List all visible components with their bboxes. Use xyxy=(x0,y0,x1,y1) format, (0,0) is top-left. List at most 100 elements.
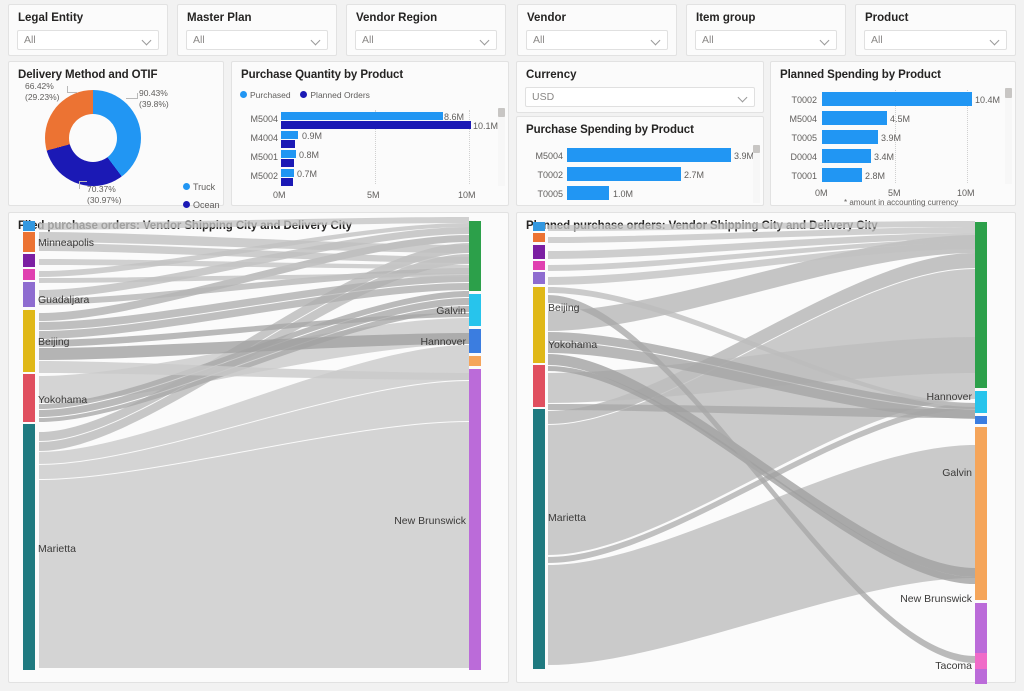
donut-legend-item-truck[interactable]: Truck xyxy=(183,182,215,192)
bar-purchased[interactable] xyxy=(281,169,294,177)
gridline xyxy=(967,90,968,183)
bar-planned[interactable] xyxy=(281,140,295,148)
pq-legend-item-purchased[interactable]: Purchased xyxy=(240,90,293,100)
sankey-label-yokohama: Yokohama xyxy=(38,394,87,406)
bar-planned-spending[interactable] xyxy=(822,130,878,144)
donut-label-truck: 90.43% (39.8%) xyxy=(139,88,169,110)
chevron-down-icon[interactable] xyxy=(821,37,830,46)
chevron-down-icon[interactable] xyxy=(312,37,321,46)
chart-annotation: * amount in accounting currency xyxy=(844,198,959,207)
category-label: T0005 xyxy=(791,133,817,143)
slicer-label: Legal Entity xyxy=(18,12,84,24)
slicer-master-plan[interactable]: Master Plan All xyxy=(177,4,337,56)
slicer-vendor-region[interactable]: Vendor Region All xyxy=(346,4,506,56)
category-label: T0002 xyxy=(791,95,817,105)
axis-tick: 0M xyxy=(815,188,828,198)
vertical-scrollbar[interactable] xyxy=(1005,88,1012,184)
sankey-label-yokohama: Yokohama xyxy=(548,339,597,351)
slicer-dropdown[interactable]: All xyxy=(186,30,328,50)
sankey-label-galvin: Galvin xyxy=(436,305,466,317)
sankey-target-nodes[interactable] xyxy=(469,221,481,670)
category-label: M5004 xyxy=(789,114,817,124)
legend-label: Truck xyxy=(193,182,216,192)
donut-label-ocean: 70.37% (30.97%) xyxy=(87,184,122,206)
bar-purchased[interactable] xyxy=(281,131,298,139)
vertical-scrollbar[interactable] xyxy=(498,108,505,186)
chevron-down-icon[interactable] xyxy=(652,37,661,46)
bar-spending[interactable] xyxy=(567,167,681,181)
sankey-label-beijing: Beijing xyxy=(548,302,580,314)
donut-label-pct: 70.37% xyxy=(87,184,116,194)
slicer-value: All xyxy=(193,34,205,46)
card-title: Planned Spending by Product xyxy=(780,69,941,81)
pq-legend-item-planned[interactable]: Planned Orders xyxy=(300,90,370,100)
bar-planned-spending[interactable] xyxy=(822,92,972,106)
sankey-label-guadaljara: Guadaljara xyxy=(38,294,90,306)
sankey-diagram-left[interactable]: Minneapolis Guadaljara Beijing Yokohama … xyxy=(9,213,510,684)
leader-line xyxy=(67,86,77,93)
slicer-dropdown[interactable]: All xyxy=(695,30,837,50)
scrollbar-thumb[interactable] xyxy=(753,145,760,153)
slicer-item-group[interactable]: Item group All xyxy=(686,4,846,56)
bar-planned[interactable] xyxy=(281,178,293,186)
chevron-down-icon[interactable] xyxy=(991,37,1000,46)
slicer-vendor[interactable]: Vendor All xyxy=(517,4,677,56)
slicer-value: All xyxy=(533,34,545,46)
slicer-dropdown[interactable]: All xyxy=(17,30,159,50)
vertical-scrollbar[interactable] xyxy=(753,145,760,203)
sankey-label-new-brunswick: New Brunswick xyxy=(900,593,973,605)
gridline xyxy=(469,110,470,184)
gridline xyxy=(895,90,896,183)
scrollbar-thumb[interactable] xyxy=(1005,88,1012,98)
bar-purchased[interactable] xyxy=(281,112,443,120)
bar-planned[interactable] xyxy=(281,121,471,129)
bar-spending[interactable] xyxy=(567,186,609,200)
legend-label: Planned Orders xyxy=(310,90,370,100)
chevron-down-icon[interactable] xyxy=(143,37,152,46)
legend-color-dot xyxy=(240,91,247,99)
bar-value-label: 1.0M xyxy=(613,189,634,199)
category-label: D0004 xyxy=(790,152,817,162)
slicer-value: All xyxy=(362,34,374,46)
category-label: M5004 xyxy=(535,151,563,161)
donut-legend-item-ocean[interactable]: Ocean xyxy=(183,200,220,210)
chevron-down-icon[interactable] xyxy=(739,94,748,103)
bar-planned[interactable] xyxy=(281,159,294,167)
sankey-target-nodes[interactable] xyxy=(975,222,987,684)
scrollbar-thumb[interactable] xyxy=(498,108,505,117)
currency-slicer-card[interactable]: Currency USD xyxy=(516,61,764,113)
category-label: M5004 xyxy=(250,114,278,124)
slicer-dropdown[interactable]: All xyxy=(864,30,1007,50)
donut-chart[interactable] xyxy=(45,90,141,186)
bar-planned-spending[interactable] xyxy=(822,168,862,182)
sankey-label-marietta: Marietta xyxy=(38,543,76,555)
sankey-source-nodes[interactable] xyxy=(533,222,545,669)
axis-tick: 0M xyxy=(273,190,286,200)
bar-purchased[interactable] xyxy=(281,150,296,158)
axis-tick: 5M xyxy=(367,190,380,200)
bar-spending[interactable] xyxy=(567,148,731,162)
bar-value-label: 3.9M xyxy=(881,133,902,143)
currency-dropdown[interactable]: USD xyxy=(525,87,755,107)
sankey-links xyxy=(39,217,469,668)
sankey-diagram-right[interactable]: Beijing Yokohama Marietta Hannover Galvi… xyxy=(517,213,1017,684)
sankey-node-labels: Minneapolis Guadaljara Beijing Yokohama … xyxy=(38,237,467,555)
category-label: T0002 xyxy=(537,170,563,180)
category-label: M4004 xyxy=(250,133,278,143)
bar-value-label: 0.9M xyxy=(302,131,323,141)
slicer-legal-entity[interactable]: Legal Entity All xyxy=(8,4,168,56)
card-title: Purchase Spending by Product xyxy=(526,124,694,136)
legend-color-dot xyxy=(183,183,190,191)
sankey-links xyxy=(548,221,975,665)
category-label: T0005 xyxy=(537,189,563,199)
sankey-source-nodes[interactable] xyxy=(23,221,35,670)
sankey-label-beijing: Beijing xyxy=(38,336,70,348)
bar-planned-spending[interactable] xyxy=(822,111,887,125)
bar-planned-spending[interactable] xyxy=(822,149,871,163)
chevron-down-icon[interactable] xyxy=(481,37,490,46)
slicer-dropdown[interactable]: All xyxy=(355,30,497,50)
slicer-product[interactable]: Product All xyxy=(855,4,1016,56)
legend-label: Ocean xyxy=(193,200,220,210)
slicer-dropdown[interactable]: All xyxy=(526,30,668,50)
